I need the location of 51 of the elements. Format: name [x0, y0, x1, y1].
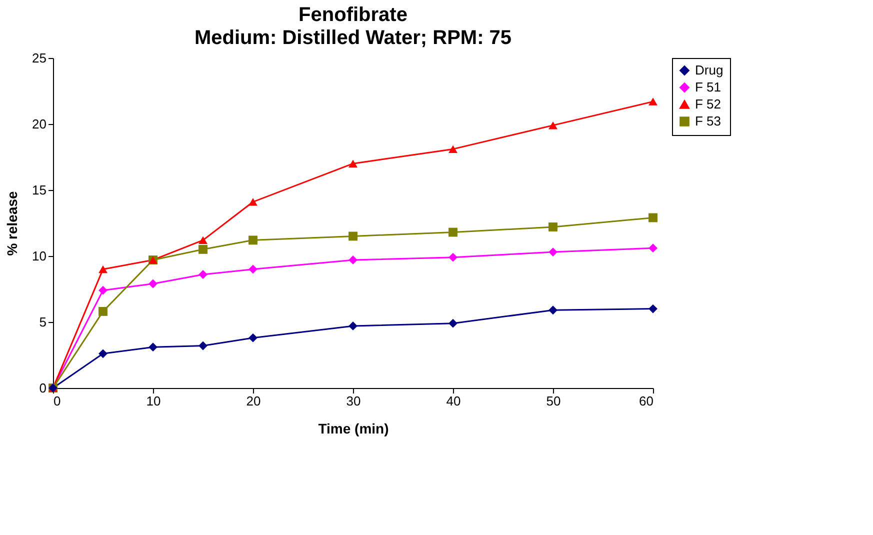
point	[448, 252, 458, 262]
y-tick-label: 5	[39, 314, 46, 330]
point	[448, 228, 458, 237]
x-tick-label: 60	[639, 394, 654, 408]
point	[348, 321, 358, 330]
x-tick-label: 10	[146, 394, 161, 408]
point	[248, 333, 258, 342]
legend-label: Drug	[695, 62, 724, 78]
point	[648, 244, 658, 253]
point	[448, 318, 458, 328]
x-tick-label: 50	[546, 394, 561, 408]
point	[98, 286, 108, 295]
y-tick-label: 25	[32, 50, 46, 66]
x-tick-label: 30	[346, 394, 361, 408]
point	[548, 306, 558, 315]
x-tick-label: 20	[246, 394, 261, 408]
x-tick-label: 40	[446, 394, 461, 408]
chart-subtitle: Medium: Distilled Water; RPM: 75	[194, 27, 512, 49]
y-axis-title: % release	[4, 190, 20, 256]
point	[198, 341, 208, 350]
point	[348, 160, 358, 168]
point	[248, 198, 258, 206]
y-tick-label: 10	[32, 248, 46, 264]
point	[198, 270, 208, 279]
point	[198, 244, 208, 254]
point	[548, 121, 558, 130]
y-tick-label: 20	[32, 116, 46, 132]
x-tick-label: 0	[54, 394, 61, 408]
y-tick-label: 15	[32, 182, 46, 198]
point	[648, 98, 658, 106]
point	[648, 213, 658, 222]
point	[98, 265, 108, 274]
legend-label: F 53	[695, 114, 722, 128]
x-axis-title: Time (min)	[318, 420, 389, 436]
chart-title: Fenofibrate	[298, 4, 408, 26]
point	[248, 264, 258, 274]
point	[198, 236, 208, 244]
point	[548, 222, 558, 232]
point	[98, 349, 108, 358]
legend-label: F 51	[695, 80, 722, 94]
y-tick-label: 0	[39, 380, 46, 396]
legend-label: F 52	[695, 96, 722, 112]
point	[348, 255, 358, 264]
point	[148, 342, 158, 352]
point	[548, 248, 558, 257]
point	[648, 304, 658, 314]
point	[98, 306, 108, 316]
point	[248, 236, 258, 245]
point	[148, 279, 158, 288]
point	[348, 232, 358, 241]
point	[448, 145, 458, 153]
